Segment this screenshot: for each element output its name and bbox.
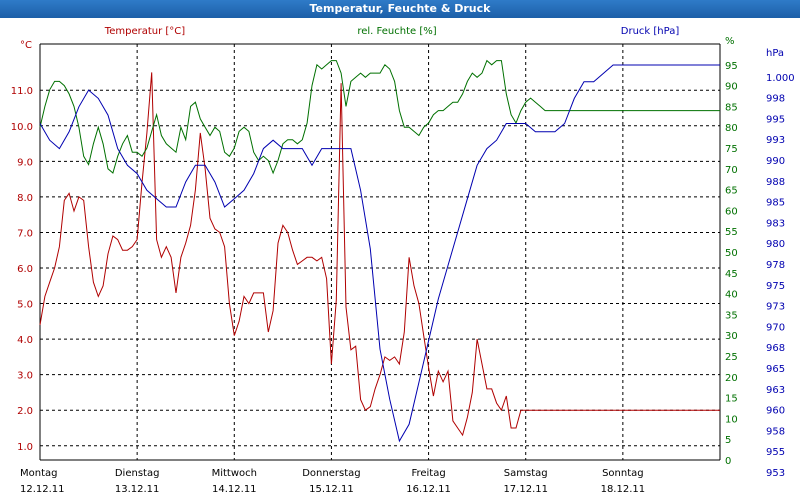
pressure-tick-label: 975: [766, 281, 785, 292]
humidity-series-line: [39, 59, 720, 175]
humidity-tick-label: 40: [725, 290, 738, 301]
pressure-tick-label: 993: [766, 135, 785, 146]
temperature-tick-label: 11.0: [11, 86, 33, 97]
pressure-tick-label: 983: [766, 218, 785, 229]
humidity-tick-label: 10: [725, 414, 738, 425]
humidity-tick-label: 30: [725, 331, 738, 342]
left-axis-unit: °C: [20, 40, 32, 51]
x-tick-date-label: 13.12.11: [115, 484, 160, 495]
pressure-tick-label: 1.000: [766, 73, 795, 84]
pressure-tick-label: 980: [766, 239, 785, 250]
grid: [39, 43, 721, 461]
humidity-tick-label: 70: [725, 165, 738, 176]
pressure-series-line: [39, 64, 720, 443]
pressure-tick-label: 985: [766, 198, 785, 209]
humidity-tick-label: 15: [725, 394, 738, 405]
humidity-tick-label: 65: [725, 186, 738, 197]
x-tick-date-label: 16.12.11: [406, 484, 451, 495]
temperature-series-line: [39, 72, 720, 437]
x-axis-ticks: Montag 12.12.11 Dienstag 13.12.11 Mittwoch 14…: [20, 468, 645, 495]
x-tick-day-label: Montag: [20, 468, 57, 479]
humidity-tick-label: 75: [725, 144, 738, 155]
temperature-tick-label: 10.0: [11, 122, 33, 133]
humidity-tick-label: 50: [725, 248, 738, 259]
x-tick-day-label: Donnerstag: [302, 468, 360, 479]
humidity-tick-label: 85: [725, 102, 738, 113]
pressure-tick-label: 965: [766, 364, 785, 375]
temperature-tick-label: 3.0: [17, 371, 33, 382]
temperature-tick-label: 7.0: [17, 228, 33, 239]
humidity-tick-label: 0: [725, 456, 731, 467]
x-tick-date-label: 15.12.11: [309, 484, 354, 495]
temperature-tick-label: 6.0: [17, 264, 33, 275]
temperature-tick-label: 5.0: [17, 300, 33, 311]
humidity-tick-label: 25: [725, 352, 738, 363]
temperature-tick-label: 9.0: [17, 157, 33, 168]
humidity-tick-label: 45: [725, 269, 738, 280]
pressure-tick-label: 963: [766, 385, 785, 396]
pressure-tick-label: 990: [766, 156, 785, 167]
humidity-tick-label: 5: [725, 435, 731, 446]
humidity-axis-label: rel. Feuchte [%]: [357, 26, 436, 37]
humidity-tick-label: 80: [725, 123, 738, 134]
x-tick-day-label: Samstag: [504, 468, 548, 479]
x-tick-date-label: 12.12.11: [20, 484, 65, 495]
window-title: Temperatur, Feuchte & Druck: [0, 0, 800, 18]
x-tick-day-label: Freitag: [411, 468, 445, 479]
temperature-tick-label: 8.0: [17, 193, 33, 204]
pressure-tick-label: 970: [766, 322, 785, 333]
chart-canvas: °C Temperatur [°C] rel. Feuchte [%] Druc…: [11, 26, 795, 495]
pressure-tick-label: 973: [766, 302, 785, 313]
pressure-axis-label: Druck [hPa]: [621, 26, 680, 37]
temperature-axis-label: Temperatur [°C]: [104, 26, 185, 37]
x-tick-day-label: Mittwoch: [212, 468, 257, 479]
pressure-tick-label: 958: [766, 426, 785, 437]
pressure-axis-ticks: 953 955 958 960 963 965 968 970 973 975 978 980 983 9…: [766, 48, 795, 479]
x-tick-date-label: 17.12.11: [503, 484, 548, 495]
humidity-tick-label: %: [725, 36, 735, 47]
humidity-tick-label: 55: [725, 227, 738, 238]
temperature-tick-label: 1.0: [17, 442, 33, 453]
x-tick-day-label: Sonntag: [602, 468, 644, 479]
pressure-tick-label: 955: [766, 447, 785, 458]
pressure-tick-label: 953: [766, 468, 785, 479]
temperature-tick-label: 2.0: [17, 406, 33, 417]
pressure-tick-label: 978: [766, 260, 785, 271]
x-tick-day-label: Dienstag: [115, 468, 160, 479]
pressure-tick-label: 995: [766, 114, 785, 125]
left-axis-ticks: 1.0 2.0 3.0 4.0 5.0 6.0 7.0 8.0 9.0 10.0 11.0: [11, 86, 33, 453]
x-tick-date-label: 14.12.11: [212, 484, 257, 495]
pressure-tick-label: 998: [766, 94, 785, 105]
humidity-axis-ticks: 0 5 10 15 20 25 30 35 40 45 50 55 60 65 70 75 80 85 90 95%: [725, 36, 738, 467]
series-lines: [39, 59, 720, 443]
humidity-tick-label: 90: [725, 82, 738, 93]
x-tick-date-label: 18.12.11: [601, 484, 646, 495]
humidity-tick-label: 35: [725, 310, 738, 321]
pressure-tick-label: 960: [766, 406, 785, 417]
humidity-tick-label: 60: [725, 206, 738, 217]
pressure-tick-label: 968: [766, 343, 785, 354]
pressure-tick-label: 988: [766, 177, 785, 188]
temperature-tick-label: 4.0: [17, 335, 33, 346]
humidity-tick-label: 95: [725, 61, 738, 72]
pressure-tick-label: hPa: [766, 48, 784, 59]
humidity-tick-label: 20: [725, 373, 738, 384]
